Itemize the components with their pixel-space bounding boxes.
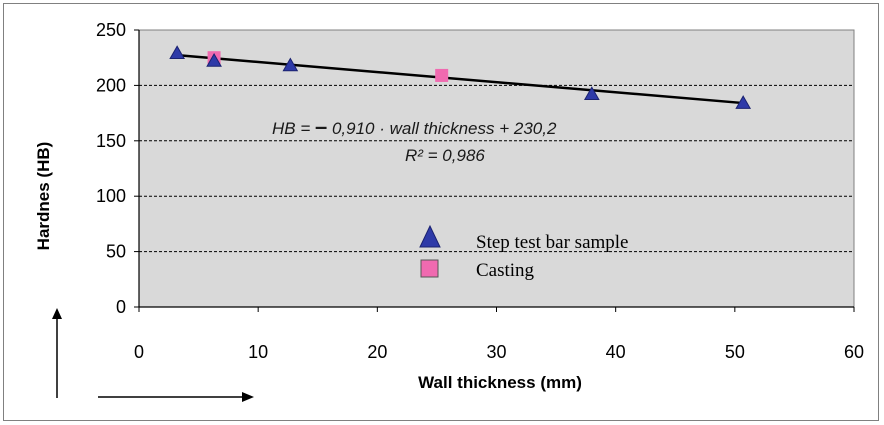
legend-label-casting: Casting bbox=[476, 260, 535, 281]
x-tick-label: 20 bbox=[367, 342, 387, 362]
r-squared-annotation: R² = 0,986 bbox=[405, 146, 485, 165]
data-point-step-test bbox=[169, 45, 185, 60]
data-point-step-test bbox=[735, 95, 752, 109]
x-tick-label: 50 bbox=[725, 342, 745, 362]
trendline bbox=[177, 53, 744, 105]
y-axis-title: Hardnes (HB) bbox=[34, 142, 53, 251]
x-tick-label: 0 bbox=[134, 342, 144, 362]
y-tick-label: 250 bbox=[96, 20, 126, 40]
x-tick-label: 10 bbox=[248, 342, 268, 362]
equation-prefix: HB = bbox=[272, 119, 315, 138]
axis-arrows bbox=[52, 308, 254, 402]
y-tick-label: 150 bbox=[96, 131, 126, 151]
up-arrow-icon bbox=[52, 308, 62, 319]
plot-area bbox=[138, 29, 855, 308]
y-tick-label: 0 bbox=[116, 297, 126, 317]
x-axis-title: Wall thickness (mm) bbox=[418, 373, 582, 392]
y-tick-label: 100 bbox=[96, 186, 126, 206]
legend-triangle-icon bbox=[419, 224, 441, 248]
right-arrow-icon bbox=[242, 392, 254, 402]
x-tick-label: 40 bbox=[606, 342, 626, 362]
equation-annotation: HB = – 0,910 · wall thickness + 230,2 bbox=[272, 114, 557, 139]
y-tick-label: 50 bbox=[106, 242, 126, 262]
equation-rest: 0,910 · wall thickness + 230,2 bbox=[327, 119, 557, 138]
y-tick-label: 200 bbox=[96, 75, 126, 95]
legend-label-step-test: Step test bar sample bbox=[476, 232, 629, 253]
data-point-casting bbox=[435, 68, 449, 82]
data-point-step-test bbox=[583, 86, 600, 101]
equation-minus: – bbox=[315, 114, 327, 139]
data-point-step-test bbox=[282, 57, 299, 72]
legend-square-icon bbox=[420, 259, 439, 278]
x-tick-label: 30 bbox=[486, 342, 506, 362]
x-tick-label: 60 bbox=[844, 342, 864, 362]
data-point-step-test bbox=[206, 53, 222, 67]
legend: Step test bar sample Casting bbox=[419, 224, 629, 281]
